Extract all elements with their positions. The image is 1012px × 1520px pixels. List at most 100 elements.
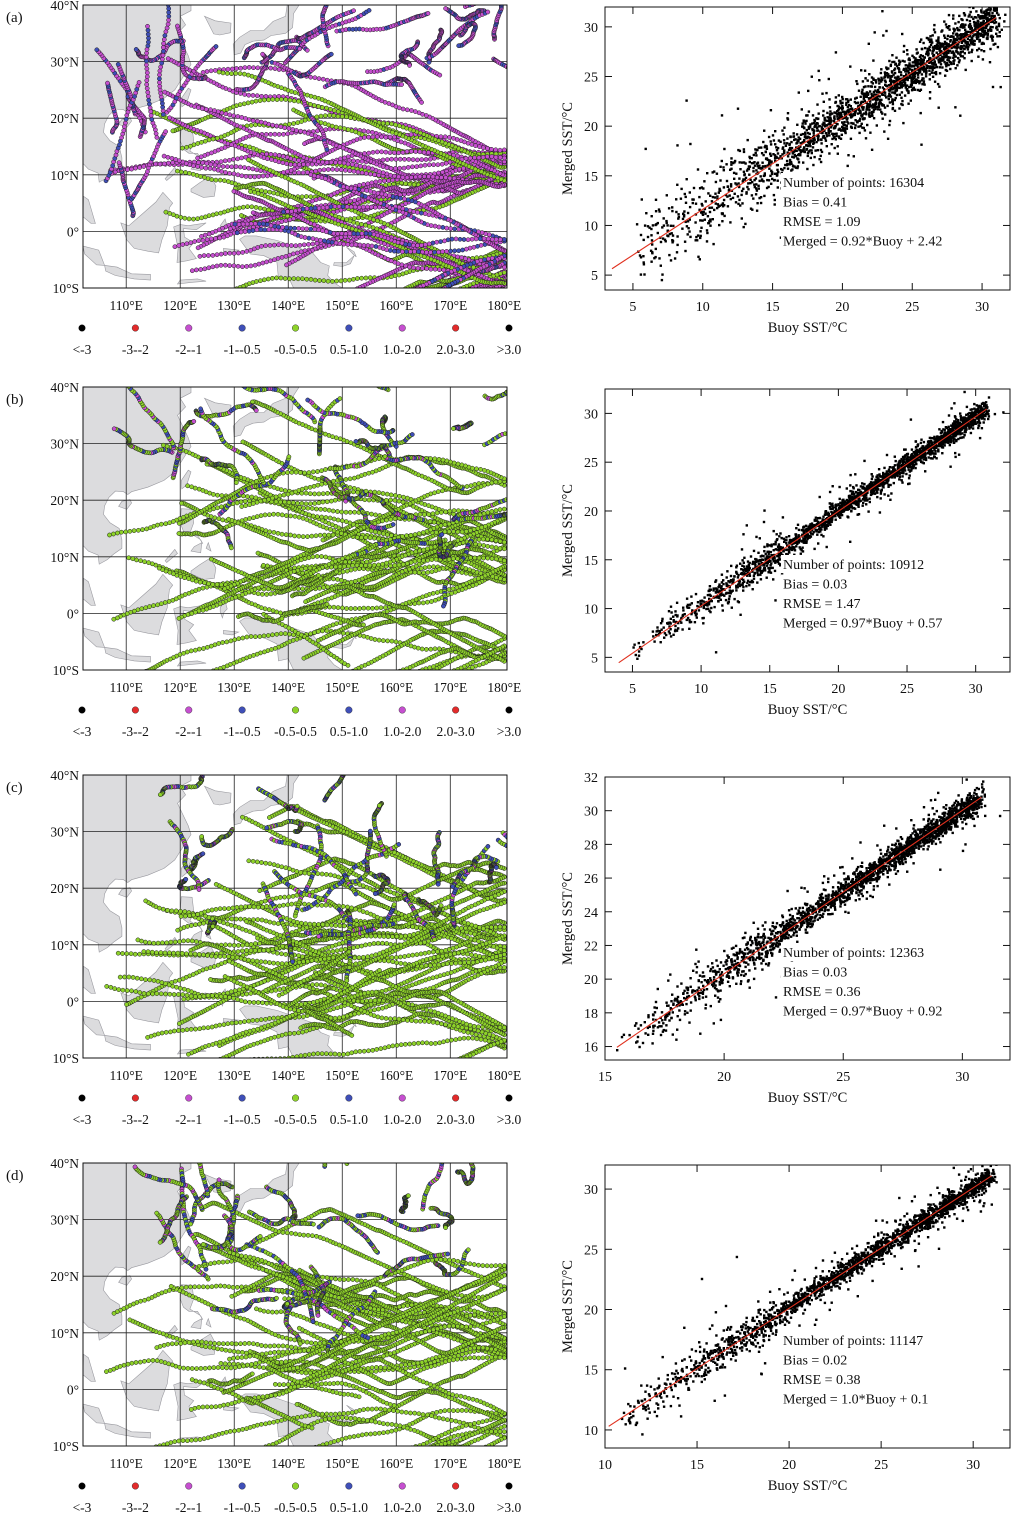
drifter-point [291, 98, 297, 104]
drifter-point [161, 161, 167, 167]
drifter-point [265, 173, 270, 179]
drifter-point [432, 266, 438, 272]
drifter-point [223, 111, 229, 117]
drifter-point [224, 71, 230, 76]
drifter-point [501, 270, 507, 275]
drifter-point [349, 162, 355, 167]
drifter-point [348, 204, 354, 210]
land-shape [346, 246, 357, 258]
drifter-point [209, 177, 215, 182]
drifter-point [331, 113, 337, 119]
drifter-point [359, 275, 364, 281]
drifter-point [278, 124, 284, 130]
drifter-point [236, 250, 241, 256]
drifter-point [475, 5, 479, 6]
drifter-point [369, 129, 375, 135]
drifter-point [133, 47, 139, 52]
drifter-point [216, 69, 222, 75]
drifter-point [295, 120, 301, 125]
drifter-point [296, 207, 302, 213]
drifter-point [250, 166, 256, 172]
drifter-point [324, 160, 330, 165]
drifter-point [266, 207, 271, 213]
drifter-point [500, 5, 504, 6]
drifter-point [268, 151, 274, 157]
drifter-point [424, 289, 428, 293]
drifter-point [252, 190, 257, 195]
drifter-point [344, 204, 350, 210]
drifter-point [345, 161, 351, 167]
drifter-point [254, 167, 260, 173]
drifter-point [144, 66, 150, 72]
drifter-point [292, 162, 298, 168]
drifter-point [229, 66, 235, 72]
drifter-point [203, 165, 209, 171]
drifter-point [242, 92, 247, 97]
drifter-point [374, 149, 380, 155]
drifter-point [258, 227, 264, 232]
drifter-point [410, 157, 416, 162]
drifter-point [246, 157, 251, 163]
drifter-point [233, 164, 239, 169]
drifter-point [340, 204, 346, 209]
drifter-point [400, 106, 406, 112]
drifter-point [419, 100, 424, 105]
drifter-point [162, 89, 168, 95]
drifter-point [358, 163, 363, 169]
drifter-point [302, 141, 307, 147]
drifter-point [484, 154, 490, 160]
drifter-point [306, 242, 311, 247]
drifter-point [183, 170, 188, 175]
drifter-point [489, 146, 494, 152]
drifter-point [173, 157, 179, 162]
drifter-point [386, 178, 391, 184]
drifter-point [396, 272, 402, 278]
drifter-point [451, 135, 456, 141]
drifter-point [464, 246, 469, 252]
drifter-point [160, 52, 166, 58]
drifter-point [195, 105, 201, 110]
drifter-point [471, 244, 477, 250]
drifter-trajectories [94, 5, 507, 293]
drifter-point [439, 175, 444, 180]
drifter-point [279, 255, 285, 260]
drifter-point [145, 27, 151, 33]
drifter-point [399, 288, 403, 292]
drifter-point [491, 286, 496, 288]
drifter-point [456, 289, 460, 293]
drifter-point [144, 74, 150, 80]
drifter-point [259, 93, 264, 99]
drifter-point [206, 253, 211, 258]
drifter-point [231, 263, 237, 269]
drifter-point [338, 278, 344, 284]
drifter-point [178, 214, 184, 220]
drifter-point [477, 144, 482, 149]
drifter-point [324, 77, 330, 83]
drifter-point [240, 204, 246, 210]
drifter-point [435, 162, 441, 168]
drifter-point [241, 101, 247, 107]
drifter-point [175, 23, 180, 29]
drifter-point [447, 175, 453, 181]
drifter-point [225, 179, 231, 184]
drifter-point [223, 251, 228, 256]
drifter-point [262, 206, 267, 212]
drifter-point [443, 160, 449, 166]
drifter-point [187, 170, 192, 176]
drifter-point [143, 58, 149, 64]
drifter-point [274, 123, 280, 129]
drifter-point [327, 113, 332, 118]
drifter-point [322, 238, 327, 244]
land-shape [104, 265, 151, 281]
drifter-point [365, 181, 371, 187]
drifter-point [144, 50, 149, 56]
drifter-point [195, 216, 200, 222]
drifter-point [160, 56, 165, 62]
map-inner [83, 5, 507, 293]
drifter-point [157, 76, 162, 82]
drifter-point [291, 107, 296, 113]
drifter-point [208, 68, 214, 74]
drifter-point [260, 51, 265, 57]
drifter-point [280, 153, 286, 159]
drifter-point [308, 277, 314, 282]
